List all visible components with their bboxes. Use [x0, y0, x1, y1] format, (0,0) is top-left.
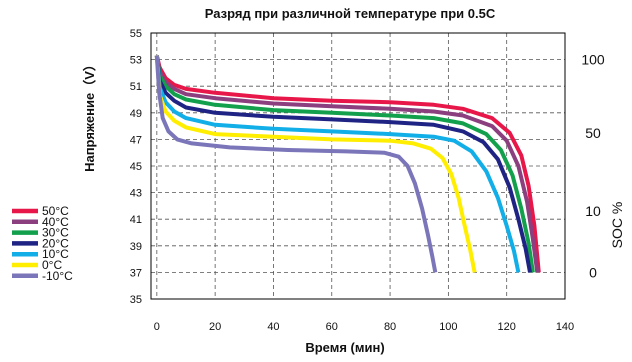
series-line	[154, 55, 521, 273]
y2-tick-label: 10	[585, 203, 601, 219]
x-tick-label: 0	[154, 321, 160, 333]
legend-label: 40°C	[42, 215, 69, 229]
series-lines	[154, 55, 541, 273]
legend-label: 0°C	[42, 258, 62, 272]
x-tick-label: 120	[498, 321, 516, 333]
y-tick-label: 51	[130, 81, 142, 93]
legend-label: 50°C	[42, 204, 69, 218]
x-tick-labels: 0 20 40 60 80 100 120 140	[154, 321, 574, 333]
series-line	[154, 55, 535, 273]
x-tick-label: 20	[209, 321, 221, 333]
y2-tick-label: 50	[585, 125, 601, 141]
series-line	[154, 55, 540, 273]
legend: 50°C40°C30°C20°C10°C0°C-10°C	[12, 204, 73, 283]
x-tick-label: 140	[556, 321, 574, 333]
y-tick-label: 53	[130, 55, 142, 67]
legend-label: 20°C	[42, 236, 69, 250]
chart-title: Разряд при различной температуре при 0.5…	[205, 6, 496, 21]
x-axis-label: Время (мин)	[305, 340, 384, 355]
y-axis-label: Напряжение（V）	[82, 58, 97, 172]
y-tick-label: 41	[130, 214, 142, 226]
y-tick-label: 43	[130, 188, 142, 200]
y2-tick-label: 100	[581, 52, 605, 68]
x-tick-label: 100	[439, 321, 457, 333]
legend-label: 30°C	[42, 226, 69, 240]
x-tick-label: 80	[384, 321, 396, 333]
y-tick-label: 35	[130, 294, 142, 306]
series-line	[154, 55, 477, 273]
y-tick-label: 49	[130, 108, 142, 120]
y2-tick-label: 0	[589, 264, 597, 280]
legend-item: 10°C	[12, 247, 69, 261]
legend-item: 20°C	[12, 236, 69, 250]
legend-label: 10°C	[42, 247, 69, 261]
grid	[151, 32, 566, 300]
y-tick-label: 47	[130, 134, 142, 146]
y-tick-labels: 35 37 39 41 43 45 47 49 51 53 55	[130, 28, 142, 306]
series-line	[154, 55, 532, 273]
x-tick-label: 40	[267, 321, 279, 333]
legend-item: 30°C	[12, 226, 69, 240]
legend-label: -10°C	[42, 269, 73, 283]
legend-item: 0°C	[12, 258, 62, 272]
y2-axis-label: SOC %	[609, 202, 625, 249]
y-tick-label: 55	[130, 28, 142, 40]
legend-item: 40°C	[12, 215, 69, 229]
series-line	[154, 55, 438, 273]
plot-frame	[150, 32, 566, 300]
series-line	[154, 55, 541, 273]
x-tick-label: 60	[326, 321, 338, 333]
y-tick-label: 45	[130, 161, 142, 173]
legend-item: 50°C	[12, 204, 69, 218]
y-tick-label: 37	[130, 267, 142, 279]
y-tick-label: 39	[130, 241, 142, 253]
legend-item: -10°C	[12, 269, 73, 283]
